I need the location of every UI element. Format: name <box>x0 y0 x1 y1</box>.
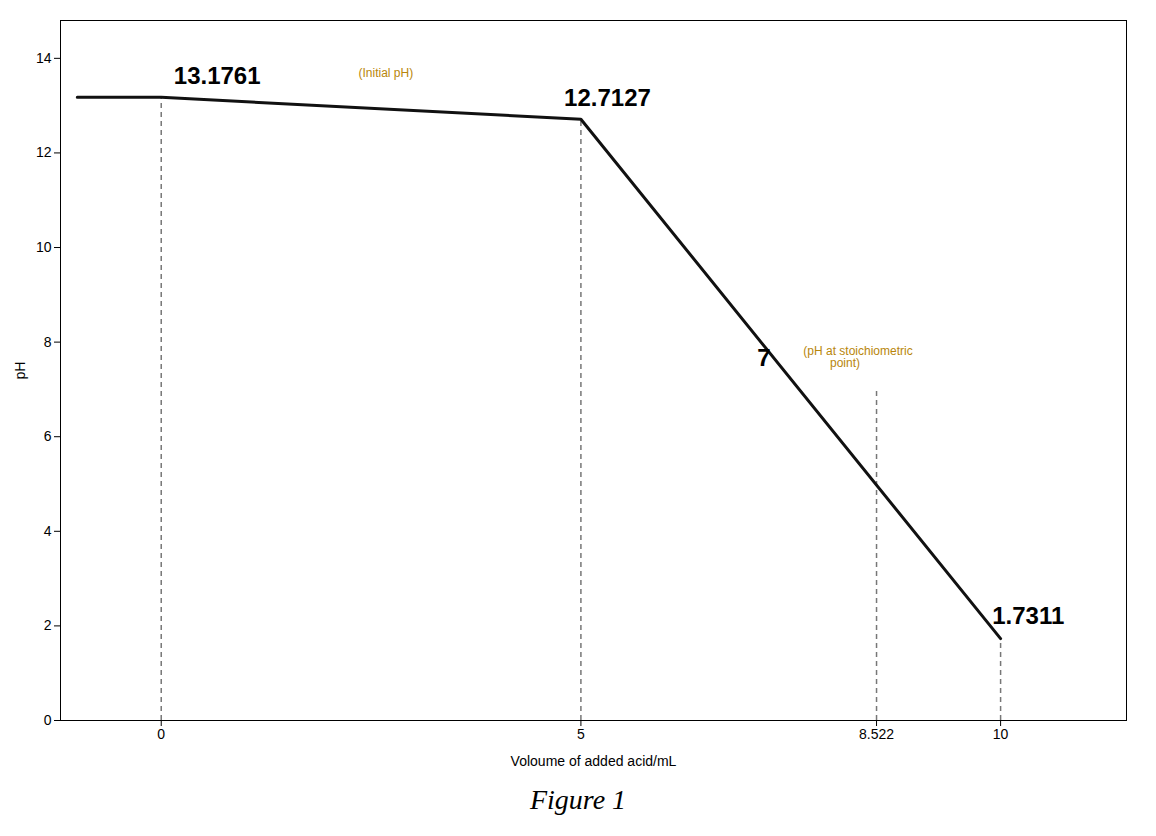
svg-text:8.522: 8.522 <box>859 726 894 742</box>
svg-text:6: 6 <box>44 428 52 444</box>
svg-text:12: 12 <box>36 144 52 160</box>
svg-text:0: 0 <box>44 712 52 728</box>
svg-text:(Initial pH): (Initial pH) <box>358 66 413 80</box>
svg-text:2: 2 <box>44 617 52 633</box>
svg-text:12.7127: 12.7127 <box>564 84 651 111</box>
svg-text:10: 10 <box>36 239 52 255</box>
svg-text:1.7311: 1.7311 <box>992 602 1064 629</box>
svg-text:7: 7 <box>757 344 770 371</box>
svg-text:5: 5 <box>577 726 585 742</box>
svg-text:13.1761: 13.1761 <box>174 62 261 89</box>
svg-text:4: 4 <box>44 523 52 539</box>
svg-text:(pH at stoichiometric p: (pH at stoichiometric point) <box>803 344 912 370</box>
svg-text:10: 10 <box>993 726 1009 742</box>
svg-text:Voloume of added acid/mL: Voloume of added acid/mL <box>511 753 677 769</box>
svg-text:14: 14 <box>36 50 52 66</box>
html-text:Figure 1: Figure 1 <box>529 784 627 815</box>
svg-text:0: 0 <box>157 726 165 742</box>
svg-text:8: 8 <box>44 334 52 350</box>
svg-text:pH: pH <box>12 362 28 380</box>
